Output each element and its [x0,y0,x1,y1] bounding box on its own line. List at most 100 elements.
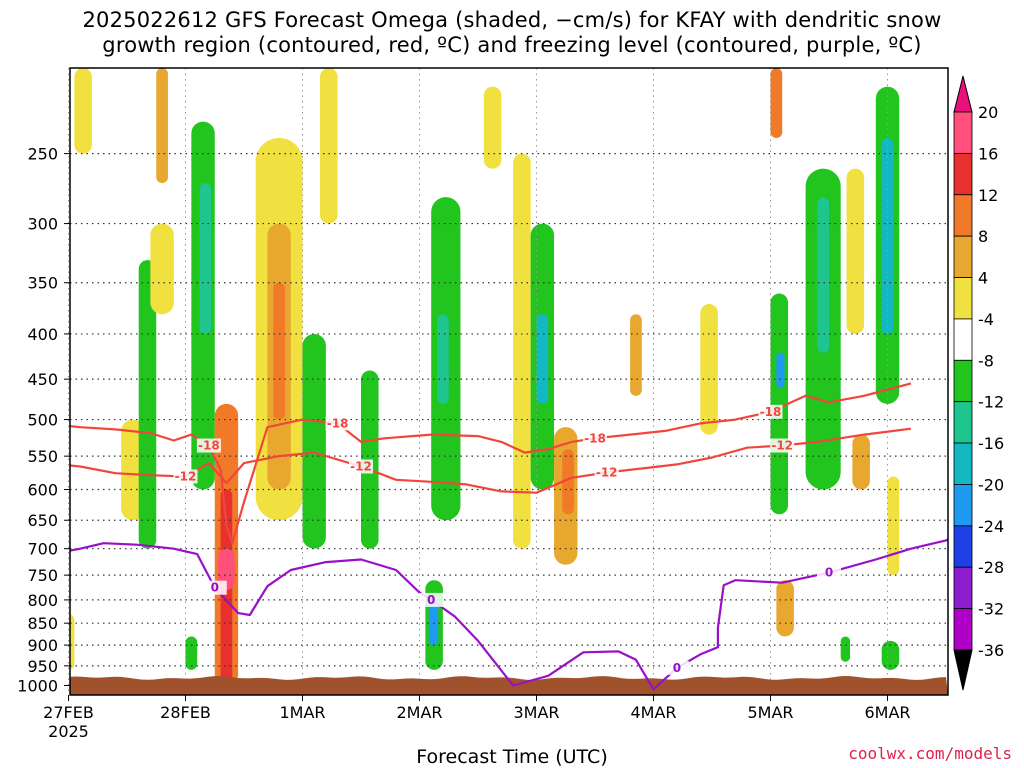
omega-cell [776,352,785,388]
omega-cell [302,333,326,549]
dsgz-contour-label-bg [770,438,795,453]
colorbar-block [953,235,973,278]
dsgz-contour-label: -18 [327,416,349,430]
y-tick-label: 950 [27,657,58,676]
omega-cell [852,434,870,490]
omega-cell [74,68,92,154]
y-tick-label: 550 [27,447,58,466]
colorbar-label: -4 [978,310,994,329]
omega-shading [70,68,900,686]
colorbar-label: -12 [978,393,1004,412]
omega-cell [483,86,502,169]
y-tick-label: 1000 [17,677,58,696]
colorbar-label: -32 [978,600,1004,619]
dsgz-contour [70,427,912,494]
x-tick-label: 4MAR [630,703,676,722]
y-tick-label: 350 [27,274,58,293]
colorbar-label: 20 [978,103,998,122]
omega-cell [887,476,900,576]
freezing-contour-label: 0 [673,661,681,675]
colorbar-label: -8 [978,351,994,370]
colorbar-block [953,566,973,610]
colorbar-label: -36 [978,641,1004,660]
omega-cell [320,68,338,224]
x-tick-label: 2MAR [396,703,442,722]
dsgz-contour [70,382,912,545]
chart-title-line-1: 2025022612 GFS Forecast Omega (shaded, −… [82,8,942,32]
colorbar-label: 4 [978,269,988,288]
x-tick-sublabel: 2025 [48,722,89,741]
y-tick-label: 400 [27,325,58,344]
colorbar-block [953,194,973,237]
dsgz-contour-label: -12 [596,466,618,480]
freezing-contour [70,538,948,691]
dsgz-contour-label: -18 [584,431,606,445]
colorbar-block [953,277,973,320]
dsgz-contour-label-bg [196,438,221,453]
colorbar-label: 16 [978,144,998,163]
y-tick-label: 500 [27,411,58,430]
x-axis-label: Forecast Time (UTC) [416,746,608,768]
colorbar-label: -20 [978,475,1004,494]
omega-cell [881,137,894,334]
freezing-contour-label-bg [419,592,444,607]
y-tick-label: 650 [27,511,58,530]
contour-lines: -18 -18 -18 -18 -12 -12 -12 -12 0 0 0 0 [70,382,948,691]
terrain-surface [70,676,948,695]
y-tick-label: 750 [27,566,58,585]
colorbar-label: -28 [978,558,1004,577]
omega-cell [273,282,285,420]
omega-cell [881,640,900,670]
omega-cell [562,449,574,515]
y-tick-label: 250 [27,145,58,164]
terrain-fill [70,676,948,695]
omega-cell [218,548,235,591]
x-tick-label: 5MAR [747,703,793,722]
y-tick-label: 800 [27,591,58,610]
dsgz-contour-label: -18 [760,405,782,419]
omega-cell [776,580,794,637]
omega-cell [185,636,198,670]
colorbar-block [953,359,973,403]
colorbar-block [953,318,973,361]
colorbar-block [953,152,973,196]
y-tick-label: 900 [27,636,58,655]
omega-cell [70,614,75,670]
colorbar: 20 16 12 8 4 -4 -8 -12 -16 -20 -24 -28 -32 -36 [953,75,1004,691]
freezing-contour-label-bg [664,660,689,675]
dsgz-contour-label: -12 [175,470,197,484]
x-tick-label: 27FEB [43,703,94,722]
omega-cell [846,168,865,334]
colorbar-block [953,442,973,485]
omega-cell [156,68,168,184]
credit-link[interactable]: coolwx.com/models [848,744,1012,763]
colorbar-label: 12 [978,186,998,205]
dsgz-contour-label-bg [325,416,350,431]
dsgz-contour-label: -12 [350,459,372,473]
x-tick-label: 3MAR [513,703,559,722]
dsgz-contour-label-bg [349,459,373,474]
omega-cell [770,293,789,515]
omega-cell [630,314,642,396]
freezing-contour-label-bg [817,565,841,580]
colorbar-block [953,608,973,651]
y-tick-label: 700 [27,540,58,559]
x-tick-label: 28FEB [160,703,211,722]
dsgz-contour-label-bg [173,469,198,484]
chart-title-line-2: growth region (contoured, red, ºC) and f… [102,33,922,57]
plot-frame [69,67,949,696]
freezing-contour-label: 0 [825,566,833,580]
omega-cell [437,314,449,404]
omega-cell [199,183,212,334]
colorbar-label: 8 [978,227,988,246]
dsgz-contour-label: -18 [198,439,220,453]
y-axis: 250 300 350 400 450 500 550 600 650 700 750 800 850 9… [17,145,70,696]
omega-cell [428,599,439,646]
colorbar-block [953,525,973,568]
omega-cell [770,68,783,138]
dsgz-contour-label-bg [594,465,619,480]
omega-cell [700,304,718,435]
x-tick-label: 1MAR [279,703,325,722]
